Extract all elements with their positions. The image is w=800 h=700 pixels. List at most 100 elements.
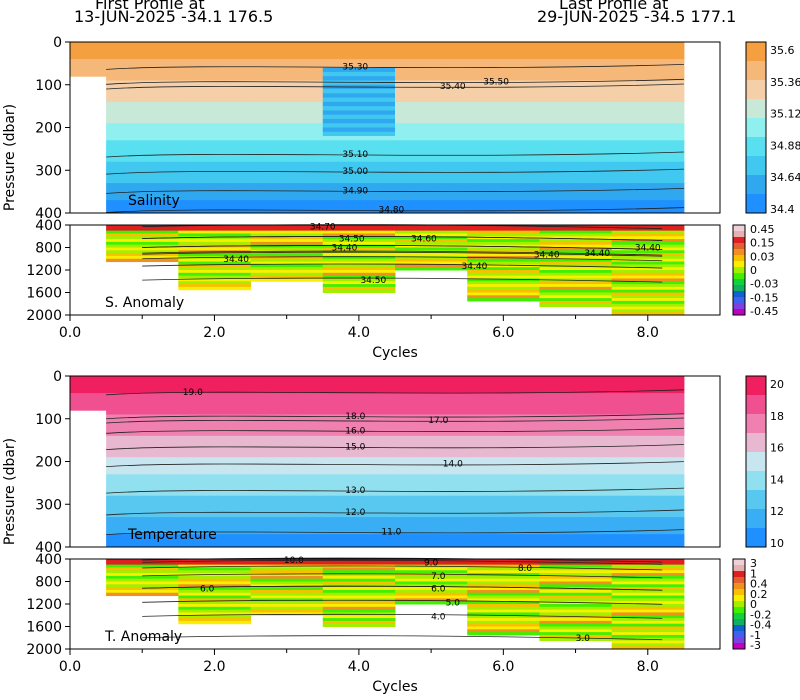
anomaly-cell (467, 295, 540, 299)
profile-cell (467, 161, 540, 167)
profile-cell (250, 174, 324, 180)
anomaly-cell (467, 618, 540, 622)
anomaly-cell (395, 267, 468, 271)
profile-cell (142, 384, 179, 390)
anomaly-cell (178, 592, 252, 597)
profile-cell (142, 101, 179, 107)
profile-cell (322, 465, 396, 471)
profile-cell (70, 393, 107, 398)
profile-cell (106, 131, 143, 137)
colorbar-swatch (733, 243, 745, 250)
profile-cell (322, 538, 396, 544)
profile-cell (395, 106, 468, 111)
salinity-section: 35.30 35.50 35.40 35.10 35.00 34.90 34.80 0 100 2… (2, 35, 800, 361)
contour-label: 15.0 (345, 443, 365, 453)
profile-cell (395, 89, 468, 94)
profile-cell (178, 470, 252, 475)
anomaly-cell (322, 620, 396, 625)
profile-cell (322, 487, 396, 492)
anomaly-cell (395, 244, 468, 248)
anomaly-cell (467, 632, 540, 636)
contour-label: 35.50 (483, 77, 509, 87)
profile-cell (322, 89, 396, 94)
profile-cell (106, 495, 143, 501)
profile-cell (611, 84, 685, 90)
profile-cell (106, 393, 143, 398)
profile-cell (611, 517, 685, 522)
y-tick-label: 1600 (26, 620, 62, 636)
profile-cell (178, 435, 252, 441)
anomaly-cell (467, 559, 540, 563)
colorbar-swatch (746, 42, 766, 62)
anomaly-cell (539, 286, 613, 291)
profile-cell (467, 76, 540, 81)
profile-cell (322, 50, 396, 56)
contour-label: 34.40 (534, 250, 560, 260)
profile-cell (322, 401, 396, 407)
profile-cell (611, 452, 685, 458)
profile-cell (142, 470, 179, 475)
figure-header: First Profile at 13-JUN-2025 -34.1 176.5… (74, 0, 736, 26)
profile-cell (611, 495, 685, 501)
contour-label: 34.90 (342, 186, 368, 196)
colorbar-swatch (733, 631, 745, 638)
profile-cell (178, 200, 252, 205)
contour-label: 8.0 (518, 564, 533, 574)
profile-cell (142, 474, 179, 480)
profile-cell (539, 431, 613, 437)
colorbar-swatch (733, 225, 745, 232)
anomaly-cell (539, 300, 613, 305)
profile-cell (611, 76, 685, 81)
profile-cell (178, 136, 252, 141)
profile-cell (322, 183, 396, 188)
profile-cell (539, 538, 613, 544)
y-tick-label: 2000 (26, 642, 62, 658)
profile-cell (106, 67, 143, 73)
y-tick-label: 300 (35, 497, 62, 513)
anomaly-cell (322, 581, 396, 585)
anomaly-cell (611, 570, 685, 574)
profile-cell (467, 542, 540, 548)
profile-cell (611, 118, 685, 124)
contour-line (142, 613, 663, 619)
profile-cell (142, 452, 179, 458)
profile-cell (178, 131, 252, 137)
profile-cell (250, 491, 324, 497)
profile-cell (467, 478, 540, 484)
anomaly-cell (539, 629, 613, 633)
profile-cell (611, 521, 685, 527)
profile-cell (467, 405, 540, 411)
contour-line (106, 487, 684, 494)
profile-cell (142, 499, 179, 505)
profile-cell (611, 54, 685, 60)
profile-cell (142, 46, 179, 52)
profile-cell (250, 136, 324, 141)
profile-cell (178, 97, 252, 103)
anomaly-cell (395, 595, 468, 599)
anomaly-cell (611, 581, 685, 585)
profile-cell (539, 512, 613, 518)
anomaly-cell (539, 561, 613, 566)
profile-cell (178, 114, 252, 120)
anomaly-cell (611, 606, 685, 611)
profile-cell (142, 465, 179, 471)
contour-line (106, 187, 684, 194)
anomaly-cell (467, 587, 540, 591)
profile-cell (539, 148, 613, 154)
profile-cell (395, 465, 468, 471)
anomaly-cell (178, 604, 252, 608)
anomaly-cell (467, 298, 540, 302)
y-tick-label: 1200 (26, 597, 62, 613)
colorbar-label: 20 (770, 378, 784, 391)
contour-line (142, 573, 663, 579)
profile-cell (611, 131, 685, 137)
anomaly-cell (611, 640, 685, 644)
contour-label: 35.30 (342, 62, 368, 72)
profile-cell (467, 380, 540, 386)
profile-cell (539, 187, 613, 193)
profile-cell (395, 165, 468, 171)
anomaly-cell (178, 618, 252, 622)
anomaly-cell (611, 261, 685, 265)
profile-cell (322, 195, 396, 201)
profile-cell (322, 448, 396, 454)
